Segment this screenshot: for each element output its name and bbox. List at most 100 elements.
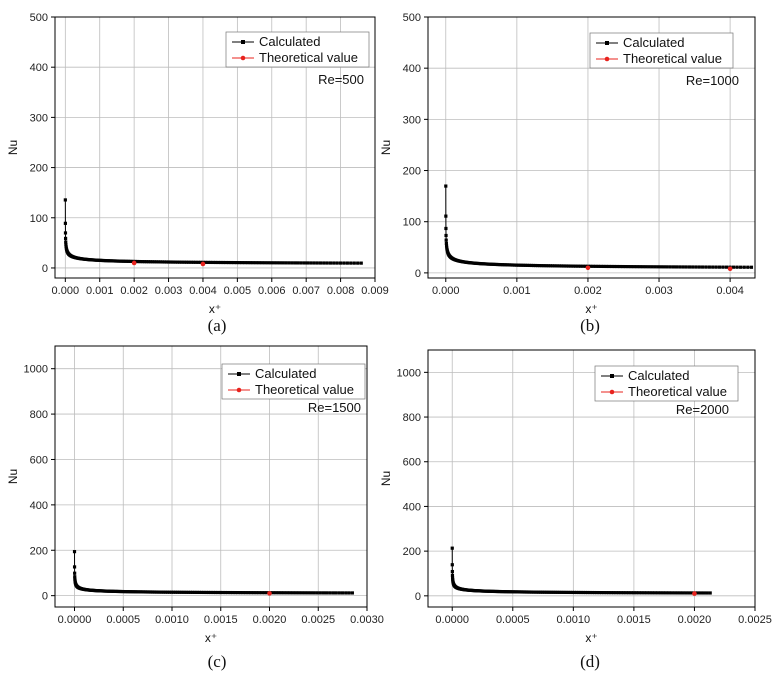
calculated-point <box>290 261 294 265</box>
calculated-point <box>173 260 177 264</box>
calculated-point <box>662 265 666 269</box>
calculated-point <box>203 260 208 264</box>
calculated-point <box>221 590 225 595</box>
legend-theoretical-marker <box>604 56 610 62</box>
calculated-point <box>749 265 754 269</box>
calculated-point <box>226 260 231 265</box>
y-tick-label: 1000 <box>397 367 421 379</box>
theoretical-point <box>267 591 272 596</box>
calculated-point <box>128 259 132 263</box>
plot-frame <box>427 349 756 608</box>
legend-theoretical-label: Theoretical value <box>255 382 354 397</box>
calculated-point <box>667 591 671 595</box>
calculated-point <box>193 590 197 594</box>
calculated-point <box>638 265 642 269</box>
calculated-point <box>287 261 291 265</box>
calculated-point <box>569 264 573 268</box>
calculated-point <box>589 264 593 268</box>
calculated-point <box>574 264 578 268</box>
calculated-point <box>645 591 649 595</box>
calculated-point <box>537 590 541 594</box>
calculated-point <box>696 591 700 595</box>
calculated-point <box>678 265 682 269</box>
calculated-point <box>175 260 180 264</box>
calculated-point <box>63 236 68 241</box>
calculated-point <box>568 590 572 595</box>
calculated-point <box>246 261 250 265</box>
calculated-point <box>579 264 583 268</box>
calculated-point <box>120 259 124 263</box>
calculated-point <box>306 591 310 595</box>
calculated-point <box>202 590 206 595</box>
calculated-point <box>191 260 196 264</box>
calculated-point <box>305 261 310 265</box>
calculated-point <box>699 591 703 595</box>
calculated-point <box>701 265 705 269</box>
y-tick-label: 200 <box>30 163 48 175</box>
legend-theoretical-marker <box>240 55 246 61</box>
legend-theoretical-label: Theoretical value <box>623 51 722 66</box>
y-tick-label: 200 <box>30 545 48 557</box>
calculated-point <box>64 240 68 244</box>
calculated-point <box>519 590 523 594</box>
y-tick-label: 600 <box>403 457 421 469</box>
calculated-series-line <box>445 186 752 268</box>
calculated-point <box>229 260 233 265</box>
legend-calculated-label: Calculated <box>628 368 689 383</box>
calculated-point <box>214 590 218 595</box>
calculated-point <box>444 238 448 242</box>
calculated-point <box>536 263 540 268</box>
calculated-point <box>656 265 660 269</box>
re-annotation: Re=1500 <box>308 400 361 415</box>
calculated-point <box>176 590 180 594</box>
calculated-point <box>154 590 158 594</box>
x-tick-label: 0.005 <box>224 285 252 297</box>
y-tick-label: 500 <box>403 12 421 24</box>
calculated-point <box>309 261 313 265</box>
calculated-point <box>137 590 141 594</box>
y-tick-label: 800 <box>30 409 48 421</box>
x-tick-label: 0.001 <box>86 285 114 297</box>
calculated-point <box>206 260 210 264</box>
calculated-point <box>735 265 739 269</box>
calculated-point <box>506 263 510 267</box>
calculated-point <box>621 591 626 595</box>
calculated-point <box>604 264 608 269</box>
calculated-point <box>158 590 162 594</box>
calculated-point <box>552 590 556 594</box>
calculated-point <box>570 590 574 595</box>
calculated-point <box>739 265 743 269</box>
x-tick-label: 0.0010 <box>155 614 189 626</box>
x-tick-label: 0.0030 <box>350 614 384 626</box>
calculated-point <box>528 263 532 268</box>
calculated-point <box>291 591 295 595</box>
calculated-point <box>196 260 200 264</box>
calculated-point <box>260 591 264 595</box>
calculated-point <box>279 591 284 595</box>
calculated-point <box>550 590 554 594</box>
calculated-point <box>705 591 709 595</box>
calculated-point <box>650 265 654 269</box>
calculated-point <box>500 263 505 267</box>
legend-calculated-marker <box>605 41 609 45</box>
calculated-point <box>186 590 190 594</box>
calculated-point <box>167 260 171 264</box>
calculated-point <box>296 261 300 265</box>
calculated-point <box>257 261 261 265</box>
calculated-point <box>121 259 126 263</box>
calculated-point <box>277 261 282 265</box>
calculated-point <box>123 259 127 263</box>
calculated-point <box>64 243 68 247</box>
calculated-point <box>216 260 220 265</box>
x-tick-label: 0.009 <box>361 285 389 297</box>
calculated-point <box>72 565 77 569</box>
calculated-point <box>208 260 213 265</box>
calculated-point <box>653 591 657 595</box>
y-axis-label: Nu <box>6 469 20 484</box>
calculated-point <box>315 591 319 595</box>
calculated-point <box>572 590 577 595</box>
calculated-point <box>675 591 680 595</box>
calculated-point <box>293 261 297 265</box>
legend-box <box>589 32 734 69</box>
calculated-point <box>529 590 534 594</box>
